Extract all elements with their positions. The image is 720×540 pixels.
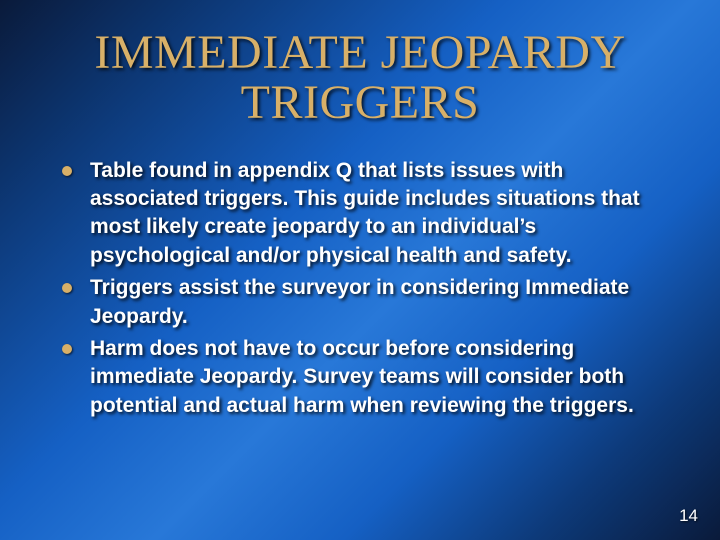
bullet-icon [62,283,72,293]
bullet-text: Triggers assist the surveyor in consider… [90,276,629,327]
slide-title: IMMEDIATE JEOPARDY TRIGGERS [48,28,672,129]
list-item: Table found in appendix Q that lists iss… [54,157,672,270]
list-item: Harm does not have to occur before consi… [54,335,672,420]
page-number: 14 [679,506,698,526]
list-item: Triggers assist the surveyor in consider… [54,274,672,331]
bullet-text: Harm does not have to occur before consi… [90,337,634,417]
slide-container: IMMEDIATE JEOPARDY TRIGGERS Table found … [0,0,720,540]
bullet-list: Table found in appendix Q that lists iss… [48,157,672,420]
bullet-icon [62,344,72,354]
bullet-text: Table found in appendix Q that lists iss… [90,159,640,267]
bullet-icon [62,166,72,176]
